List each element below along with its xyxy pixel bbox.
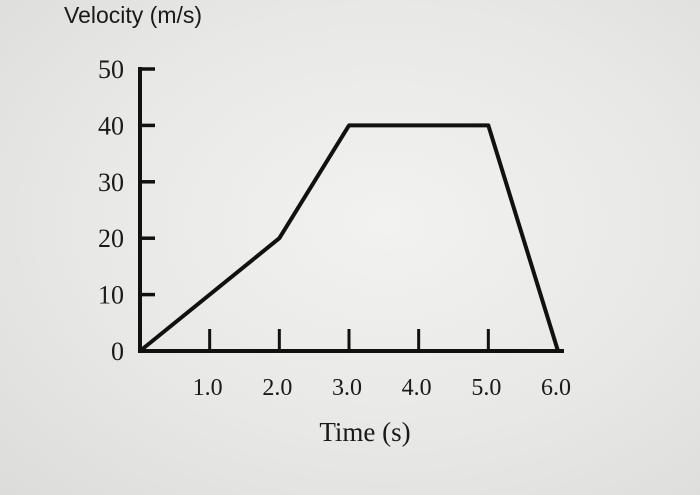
x-tick-label: 6.0	[541, 375, 571, 401]
y-ticks-group: 0 10 20 30 40 50	[98, 55, 155, 366]
y-tick-label: 0	[111, 337, 124, 366]
series-group	[138, 123, 560, 353]
y-tick-label: 40	[98, 111, 124, 140]
y-tick-label: 10	[98, 281, 124, 310]
y-tick-label: 50	[98, 55, 124, 84]
y-tick-label: 30	[98, 168, 124, 197]
x-tick-label: 2.0	[262, 375, 292, 401]
x-axis-title: Time (s)	[319, 417, 410, 447]
y-tick-label: 20	[98, 224, 124, 253]
x-tick-label: 5.0	[471, 375, 501, 401]
x-tick-label: 1.0	[193, 375, 223, 401]
x-ticks-group: 1.0 2.0 3.0 4.0 5.0 6.0	[193, 329, 571, 401]
y-axis-title: Velocity (m/s)	[64, 2, 203, 28]
x-tick-label: 3.0	[332, 375, 362, 401]
x-tick-label: 4.0	[402, 375, 432, 401]
velocity-series-line	[138, 123, 560, 353]
axes-group	[138, 67, 564, 353]
